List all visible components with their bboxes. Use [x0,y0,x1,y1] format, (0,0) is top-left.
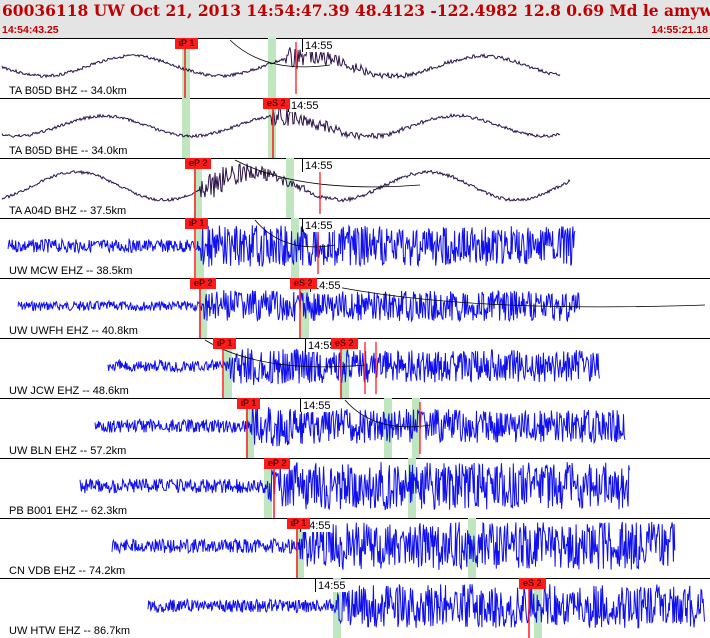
waveform-trace [1,47,561,80]
trace-panel[interactable]: 14:55 eS 2 TA B05D BHE -- 34.0km [0,98,710,159]
pick-window [199,278,207,338]
coda-duration-curve [229,39,331,68]
phase-pick-flag[interactable]: eP 2 [264,458,291,469]
pick-window [194,158,202,218]
waveform-trace [111,521,676,571]
event-header: 60036118 UW Oct 21, 2013 14:54:47.39 48.… [0,0,710,39]
minute-tick [300,398,301,412]
trace-panel[interactable]: 14:55 eS 2 UW HTW EHZ -- 86.7km [0,578,710,638]
minute-tick [302,218,303,232]
waveform-plot [94,398,626,458]
channel-label: UW MCW EHZ -- 38.5km [9,265,133,277]
phase-pick-flag[interactable]: eP 2 [185,158,212,169]
pick-window [196,218,204,278]
phase-pick-flag[interactable]: iP 1 [185,218,209,229]
waveform-plot [111,518,676,578]
waveform-plot [1,158,571,218]
waveform-plot [107,338,600,398]
phase-pick-flag[interactable]: eS 2 [331,338,358,349]
minute-tick-label: 14:55 [317,580,347,592]
trace-panel[interactable]: 14:55 iP 1 UW MCW EHZ -- 38.5km [0,218,710,279]
phase-pick-flag[interactable]: eS 2 [263,98,290,109]
waveform-trace [94,404,626,447]
coda-duration-curve [304,279,706,308]
channel-label: CN VDB EHZ -- 74.2km [9,565,126,577]
channel-label: UW UWFH EHZ -- 40.8km [9,325,138,337]
minute-tick-label: 14:55 [302,400,332,412]
trace-panel[interactable]: 14:55 iP 1 CN VDB EHZ -- 74.2km [0,518,710,579]
waveform-trace [1,163,571,203]
event-title: 60036118 UW Oct 21, 2013 14:54:47.39 48.… [2,1,710,20]
pick-window [286,158,294,218]
waveform-plot [17,278,706,338]
coda-duration-curve [234,159,421,188]
minute-tick-label: 14:55 [290,100,320,112]
phase-pick-flag[interactable]: eS 2 [519,578,546,589]
window-end-time: 14:55:21.18 [651,24,708,36]
phase-pick-flag[interactable]: iP 1 [237,398,261,409]
waveform-plot [147,578,705,638]
trace-panel[interactable]: 14:55 iP 1 eS 2 UW JCW EHZ -- 48.6km [0,338,710,399]
coda-duration-curve [254,219,336,248]
pick-window [268,98,276,158]
waveform-trace [17,289,580,323]
channel-label: TA B05D BHZ -- 34.0km [9,85,127,97]
phase-pick-flag[interactable]: iP 1 [213,338,237,349]
minute-tick [315,578,316,592]
trace-panel[interactable]: eP 2 PB B001 EHZ -- 62.3km [0,458,710,519]
waveform-trace [147,584,705,629]
pick-window [182,98,190,158]
trace-panel[interactable]: 14:55 iP 1 TA B05D BHZ -- 34.0km [0,38,710,99]
pick-window [291,218,299,278]
channel-label: UW JCW EHZ -- 48.6km [9,385,129,397]
waveform-trace [107,348,600,385]
minute-tick-label: 14:55 [304,160,334,172]
minute-tick [302,158,303,172]
phase-pick-flag[interactable]: eP 2 [190,278,217,289]
waveform-plot [79,458,630,518]
waveform-trace [7,224,576,268]
waveform-plot [1,98,561,158]
phase-pick-flag[interactable]: iP 1 [287,518,311,529]
minute-tick-label: 14:55 [312,280,342,292]
trace-panel[interactable]: 14:55 eP 2 TA A04D BHZ -- 37.5km [0,158,710,219]
phase-pick-flag[interactable]: eS 2 [290,278,317,289]
window-start-time: 14:54:43.25 [2,24,59,36]
waveform-plot [1,38,561,98]
waveform-trace [79,462,630,511]
minute-tick [302,38,303,52]
waveform-trace [1,104,561,141]
minute-tick [305,338,306,352]
channel-label: UW HTW EHZ -- 86.7km [9,625,130,637]
trace-panel[interactable]: 14:55 eP 2 eS 2 UW UWFH EHZ -- 40.8km [0,278,710,339]
trace-panel[interactable]: 14:55 iP 1 UW BLN EHZ -- 57.2km [0,398,710,459]
channel-label: TA A04D BHZ -- 37.5km [9,205,127,217]
channel-label: UW BLN EHZ -- 57.2km [9,445,127,457]
coda-duration-curve [344,399,431,428]
minute-tick-label: 14:55 [304,220,334,232]
phase-pick-flag[interactable]: iP 1 [175,38,199,49]
channel-label: PB B001 EHZ -- 62.3km [9,505,127,517]
channel-label: TA B05D BHE -- 34.0km [9,145,128,157]
minute-tick-label: 14:55 [307,340,337,352]
pick-window [268,38,276,98]
minute-tick-label: 14:55 [304,40,334,52]
